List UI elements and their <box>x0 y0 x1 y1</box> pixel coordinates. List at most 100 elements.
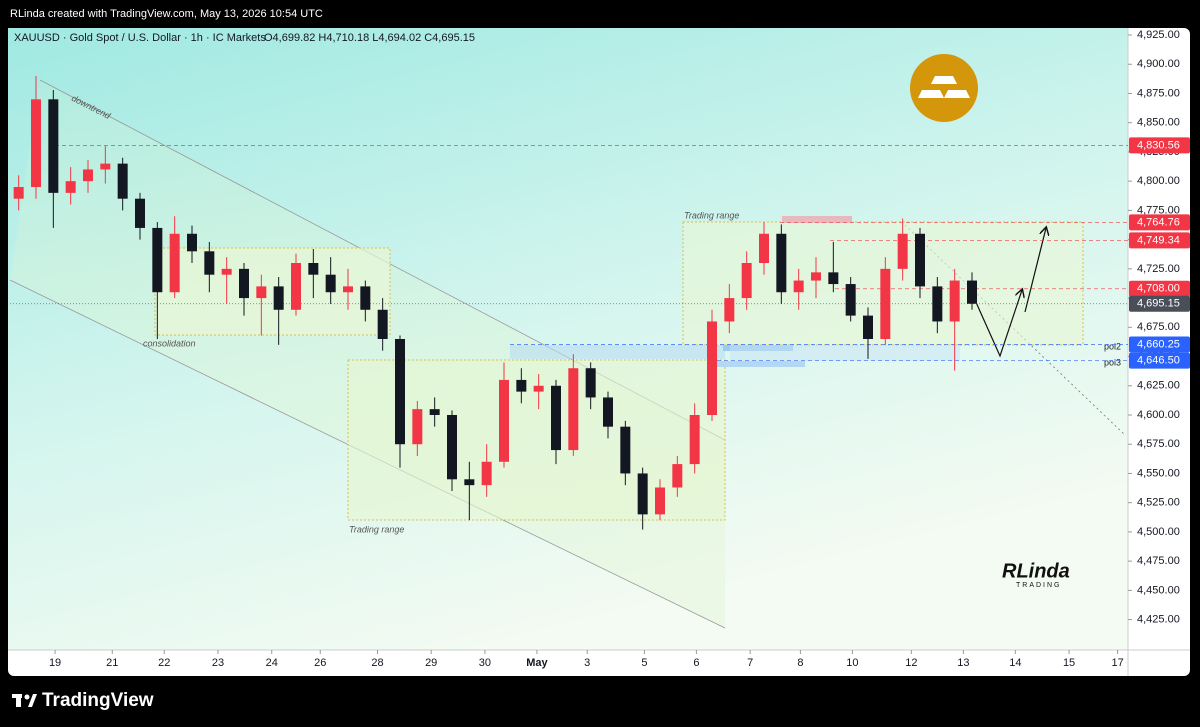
price-label: 4,660.25 <box>1137 338 1180 350</box>
candle-body <box>516 379 527 392</box>
x-tick-label: 13 <box>957 657 969 669</box>
candle-body <box>499 379 509 462</box>
annotation: poi2 <box>1104 341 1121 351</box>
candle-body <box>915 233 925 287</box>
x-tick-label: 23 <box>212 657 224 669</box>
y-tick-label: 4,850.00 <box>1137 117 1180 129</box>
candle-body <box>65 181 76 193</box>
x-tick-label: 30 <box>479 657 491 669</box>
candle-body <box>741 263 752 299</box>
candle-body <box>412 409 423 445</box>
candle-body <box>447 414 457 480</box>
candle-body <box>863 315 873 339</box>
poi-zone <box>510 345 725 359</box>
annotation: consolidation <box>143 338 196 348</box>
candle-body <box>308 263 319 275</box>
candle-body <box>585 368 596 398</box>
candle-body <box>759 233 769 264</box>
brand: TradingView <box>42 690 154 711</box>
y-tick-label: 4,450.00 <box>1137 584 1180 596</box>
y-tick-label: 4,625.00 <box>1137 380 1180 392</box>
candle-body <box>273 286 284 310</box>
candle-body <box>724 298 735 322</box>
chart-layer: 4,425.00 4,450.00 4,475.00 4,500.00 4,525.00… <box>10 29 1190 669</box>
candle-body <box>464 479 475 486</box>
x-tick-label: 6 <box>693 657 699 669</box>
x-tick-label: 26 <box>314 657 326 669</box>
y-tick-label: 4,500.00 <box>1137 526 1180 538</box>
symbol: XAUUSD · Gold Spot / U.S. Dollar · 1h · … <box>14 32 266 44</box>
x-tick-label: 19 <box>49 657 61 669</box>
candle-body <box>481 461 492 486</box>
y-tick-label: 4,475.00 <box>1137 555 1180 567</box>
candle-body <box>672 464 683 488</box>
candle-body <box>845 284 856 316</box>
x-tick-label: 8 <box>797 657 803 669</box>
candle-body <box>533 385 544 392</box>
annotation: Trading range <box>684 210 739 220</box>
candle-body <box>776 233 787 293</box>
candle-body <box>551 385 561 451</box>
price-label-box <box>1129 137 1190 154</box>
candle-body <box>83 169 93 182</box>
price-label-box <box>1129 336 1190 353</box>
candle-body <box>31 99 41 188</box>
price-label: 4,749.34 <box>1137 234 1180 246</box>
candle-body <box>187 233 197 252</box>
price-label: 4,646.50 <box>1137 355 1180 367</box>
credit: RLinda created with TradingView.com, May… <box>10 8 323 20</box>
candle-body <box>239 268 249 299</box>
x-tick-label: 29 <box>425 657 437 669</box>
candle-body <box>325 274 336 293</box>
y-tick-label: 4,875.00 <box>1137 87 1180 99</box>
gold-icon-bars <box>918 76 970 98</box>
candle-body <box>655 487 665 515</box>
candle-body <box>395 339 405 445</box>
candle-body <box>707 321 717 415</box>
candle-body <box>880 268 891 339</box>
projection-arrow <box>1024 228 1046 313</box>
y-tick-label: 4,725.00 <box>1137 263 1180 275</box>
x-tick-label: 3 <box>584 657 590 669</box>
candle-body <box>793 280 804 293</box>
x-tick-label: 17 <box>1111 657 1123 669</box>
candle-body <box>360 286 371 310</box>
y-tick-label: 4,775.00 <box>1137 204 1180 216</box>
candle-body <box>221 268 232 275</box>
price-label: 4,695.15 <box>1137 298 1180 310</box>
x-tick-label: May <box>526 657 548 669</box>
candle-body <box>117 163 128 199</box>
poi-zone <box>710 361 805 367</box>
y-tick-label: 4,600.00 <box>1137 409 1180 421</box>
y-tick-label: 4,675.00 <box>1137 321 1180 333</box>
candle-body <box>291 263 301 310</box>
candle-body <box>135 198 145 228</box>
x-tick-label: 7 <box>747 657 753 669</box>
candle-body <box>949 280 960 322</box>
annotation: poi3 <box>1104 357 1121 367</box>
candle-body <box>169 233 180 293</box>
candle-body <box>620 426 631 474</box>
price-label-box <box>1129 232 1190 249</box>
x-tick-label: 21 <box>106 657 118 669</box>
candle-body <box>932 286 943 322</box>
candle-body <box>429 409 440 415</box>
y-tick-label: 4,900.00 <box>1137 58 1180 70</box>
candle-body <box>828 272 839 285</box>
y-tick-label: 4,425.00 <box>1137 614 1180 626</box>
x-tick-label: 24 <box>266 657 278 669</box>
candle-body <box>100 163 111 170</box>
price-label-box <box>1129 214 1190 231</box>
candle-body <box>13 187 24 199</box>
candle-body <box>377 309 388 339</box>
candle-body <box>637 473 648 515</box>
y-tick-label: 4,800.00 <box>1137 175 1180 187</box>
candle-body <box>603 397 613 427</box>
gold-icon <box>910 54 978 122</box>
x-tick-label: 28 <box>371 657 383 669</box>
price-label-box <box>1129 295 1190 312</box>
y-tick-label: 4,925.00 <box>1137 29 1180 41</box>
tv-logo <box>12 694 37 707</box>
consolidation-box <box>154 247 391 336</box>
